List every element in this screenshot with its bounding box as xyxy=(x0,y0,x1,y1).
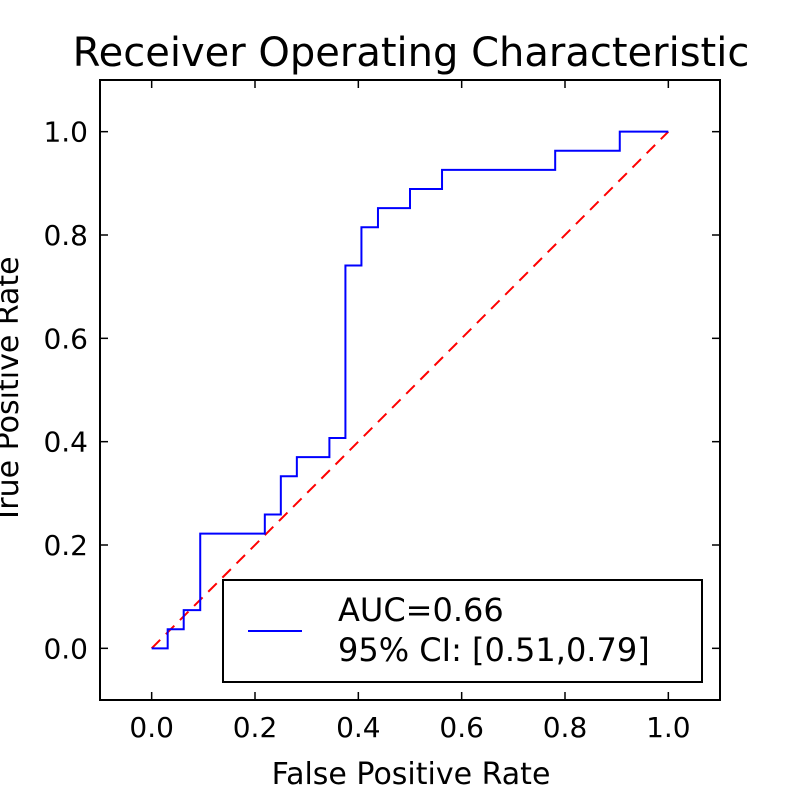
x-tick-label-4: 0.8 xyxy=(543,711,588,744)
axis-ticks: 0.0 0.2 0.4 0.6 0.8 1.0 0.0 0.2 0.4 0.6 0.8 1.0 xyxy=(43,80,720,744)
roc-curve-line xyxy=(151,130,669,650)
x-tick-label-3: 0.6 xyxy=(439,711,484,744)
x-tick-label-0: 0.0 xyxy=(129,711,174,744)
y-tick-label-3: 0.6 xyxy=(43,322,88,355)
y-tick-label-2: 0.4 xyxy=(43,426,88,459)
y-axis-label: True Positive Rate xyxy=(0,256,26,524)
x-axis-label: False Positive Rate xyxy=(272,757,551,792)
x-tick-label-1: 0.2 xyxy=(233,711,278,744)
legend-text-line-1: 95% CI: [0.51,0.79] xyxy=(338,631,650,669)
plot-frame xyxy=(99,79,721,701)
legend-box xyxy=(222,579,703,683)
x-tick-label-2: 0.4 xyxy=(336,711,381,744)
plot-lines xyxy=(150,130,670,650)
legend-text-line-0: AUC=0.66 xyxy=(338,591,504,629)
y-tick-label-4: 0.8 xyxy=(43,219,88,252)
chance-diagonal-line xyxy=(150,130,670,650)
y-tick-label-5: 1.0 xyxy=(43,116,88,149)
chart-title: Receiver Operating Characteristic xyxy=(73,30,750,76)
y-tick-label-1: 0.2 xyxy=(43,529,88,562)
y-tick-label-0: 0.0 xyxy=(43,632,88,665)
x-tick-label-5: 1.0 xyxy=(646,711,691,744)
